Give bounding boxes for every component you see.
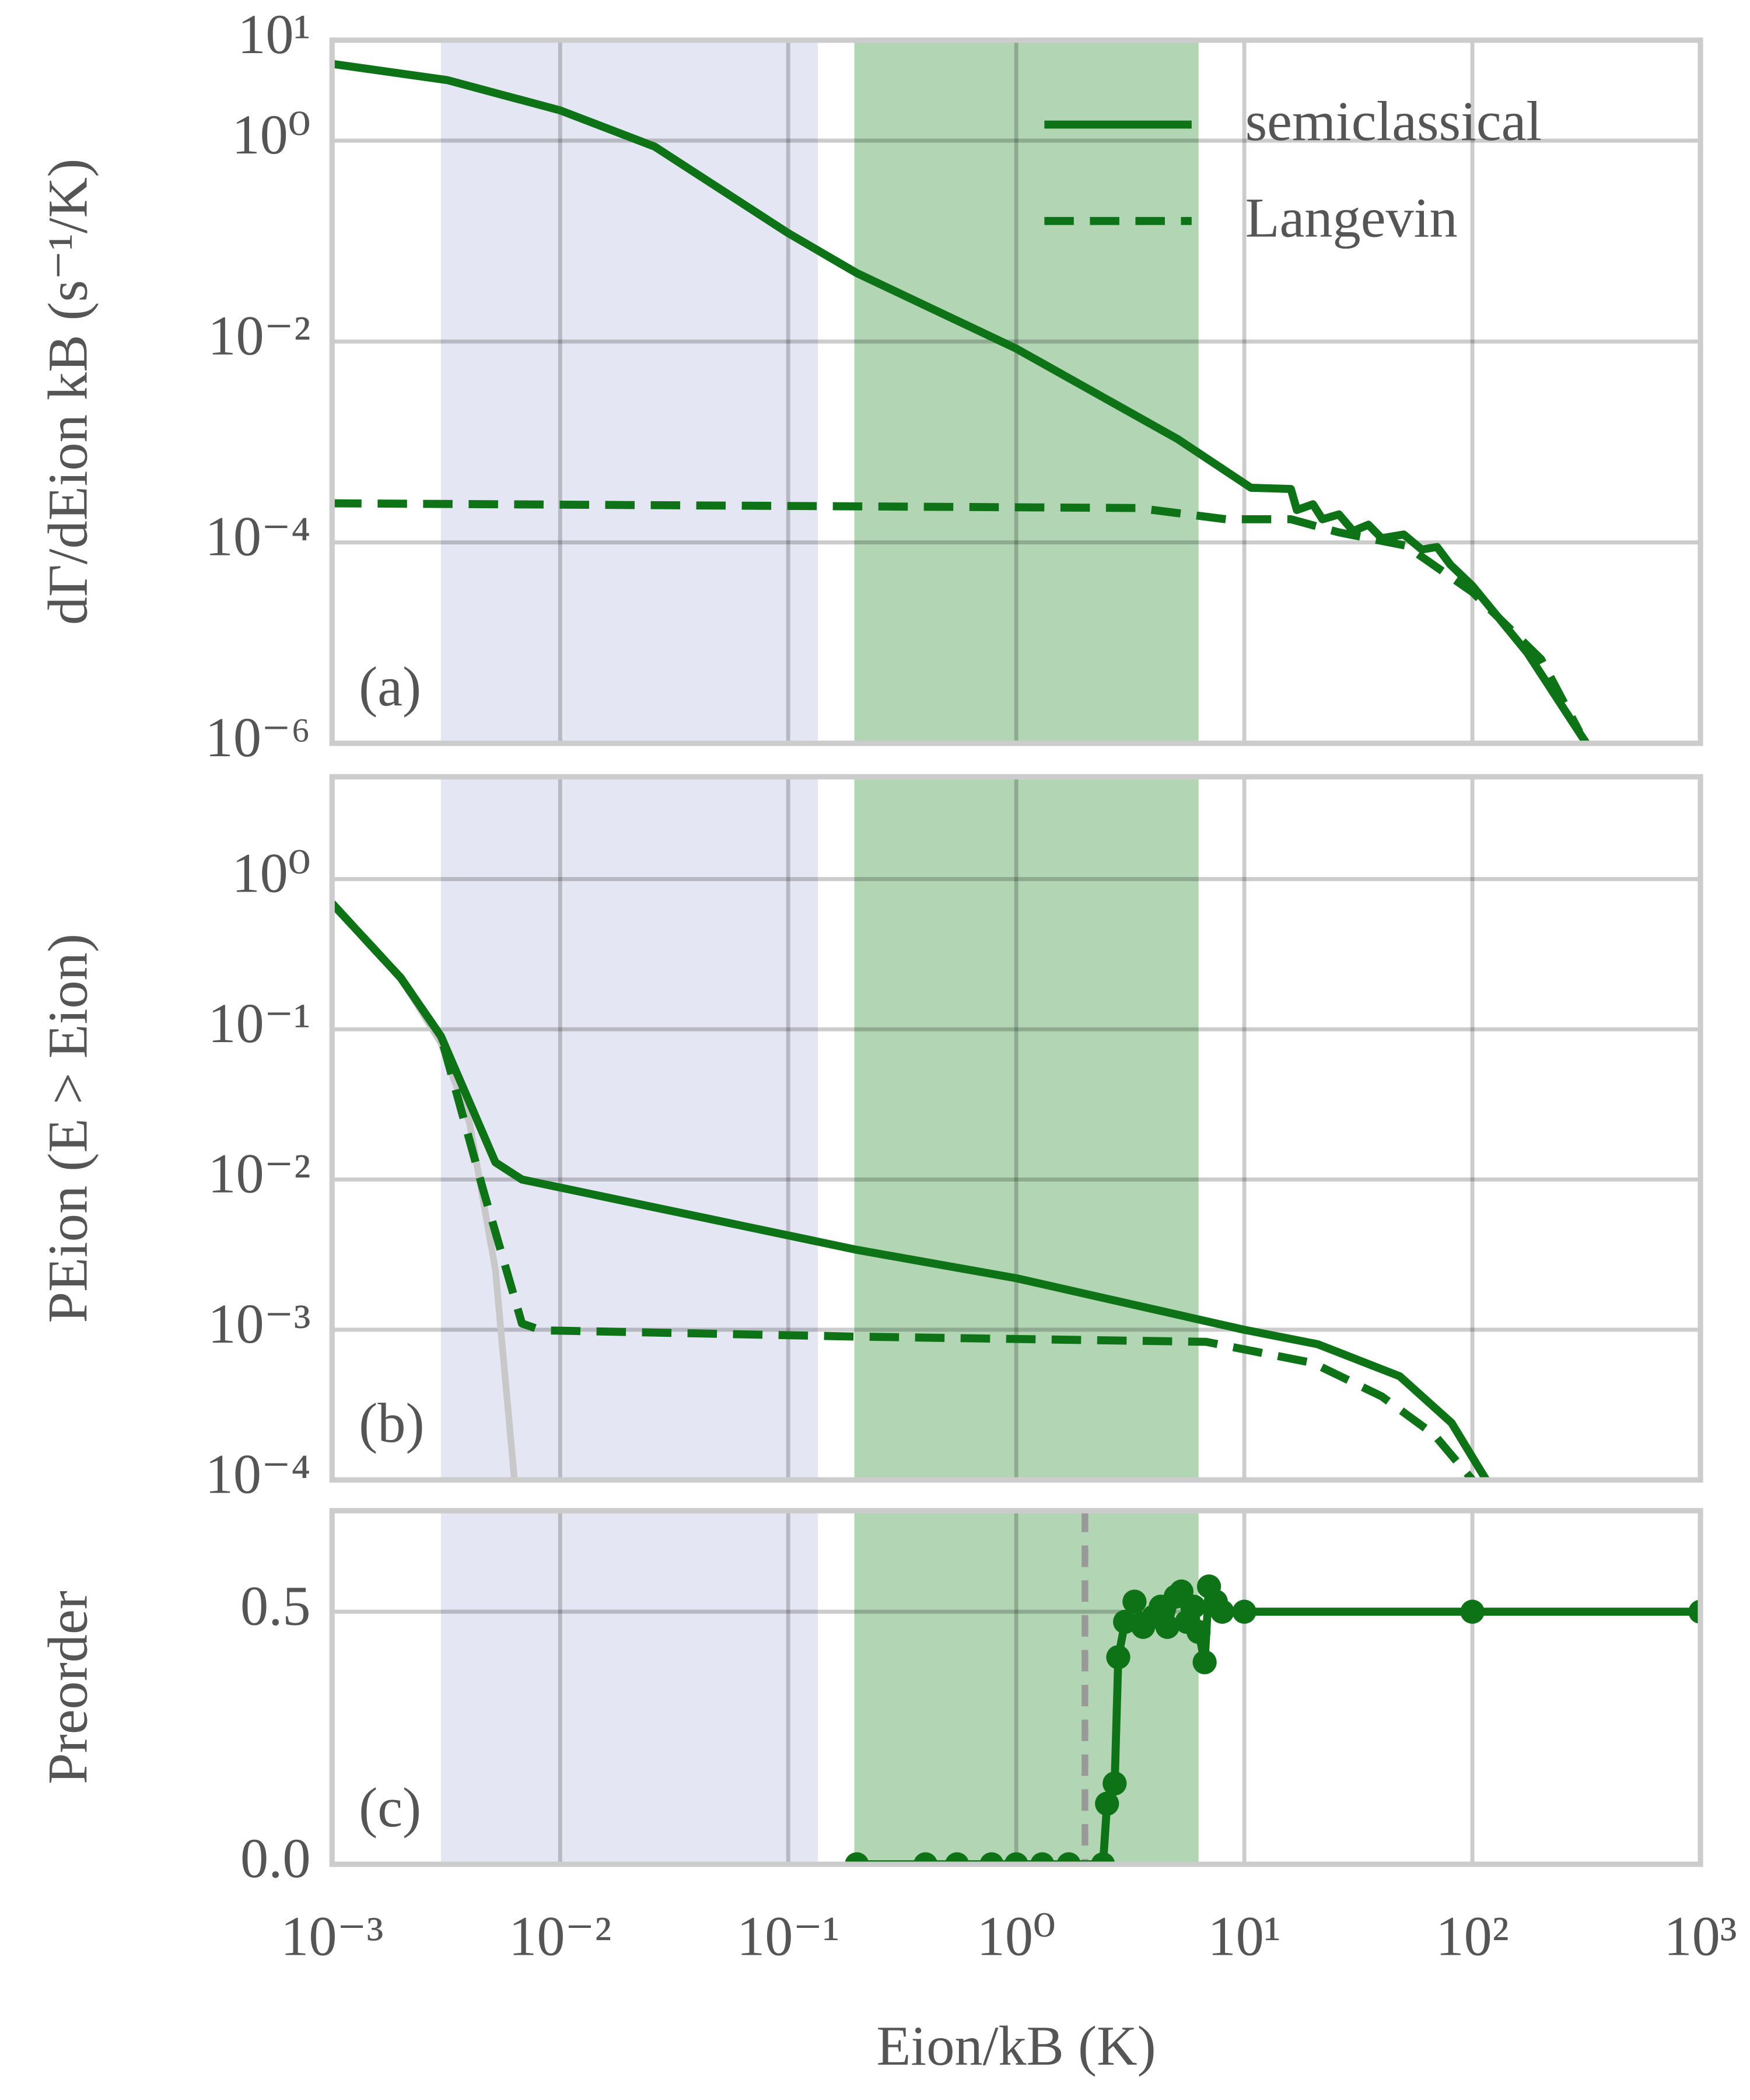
marker	[1210, 1599, 1234, 1624]
series-line	[332, 60, 1590, 743]
y-tick-label: 10⁻⁶	[205, 706, 311, 768]
frame	[329, 37, 1703, 746]
shaded-span	[440, 40, 818, 743]
marker	[1155, 1615, 1180, 1639]
legend-label: semiclassical	[1245, 90, 1542, 152]
plot-area	[332, 40, 1701, 743]
marker	[944, 1852, 970, 1865]
frame	[329, 774, 1703, 1483]
marker	[1186, 1620, 1211, 1644]
series-line	[332, 900, 1476, 1480]
panel-label: (b)	[359, 1392, 424, 1454]
y-tick-label: 0.5	[240, 1574, 311, 1637]
x-tick-label: 10⁻³	[281, 1905, 383, 1967]
marker	[1056, 1852, 1081, 1865]
x-tick-label: 10⁻²	[509, 1905, 611, 1967]
marker	[1091, 1852, 1115, 1865]
frame	[329, 1508, 1703, 1867]
x-tick-label: 10⁻¹	[737, 1905, 839, 1967]
shaded-span	[440, 1511, 818, 1865]
plot-area	[332, 777, 1701, 1480]
marker	[1688, 1599, 1701, 1624]
shaded-span	[440, 777, 818, 1480]
y-tick-label: 10⁻¹	[208, 992, 310, 1054]
y-tick-label: 10⁻²	[208, 304, 310, 366]
y-axis-label: Preorder	[36, 1591, 99, 1784]
shaded-span	[854, 1511, 1199, 1865]
marker	[1460, 1599, 1485, 1624]
marker	[1232, 1599, 1256, 1624]
marker	[845, 1852, 869, 1865]
marker	[1095, 1791, 1119, 1816]
x-tick-label: 10⁰	[977, 1905, 1056, 1967]
marker	[1181, 1594, 1206, 1619]
legend-label: Langevin	[1245, 186, 1458, 249]
marker	[913, 1852, 938, 1865]
marker	[1113, 1609, 1138, 1634]
y-tick-label: 10⁻²	[208, 1142, 310, 1205]
x-tick-label: 10²	[1436, 1905, 1508, 1967]
plot-area	[332, 1511, 1701, 1865]
y-tick-label: 10⁰	[232, 103, 310, 166]
marker	[1192, 1650, 1217, 1675]
shaded-span	[854, 40, 1199, 743]
y-tick-label: 0.0	[240, 1827, 311, 1889]
x-tick-label: 10³	[1664, 1905, 1737, 1967]
y-tick-label: 10¹	[237, 3, 310, 65]
panel-label: (c)	[359, 1776, 421, 1839]
y-tick-label: 10⁻³	[208, 1292, 310, 1355]
y-axis-label: PEion (E > Eion)	[36, 934, 99, 1323]
panel-label: (a)	[359, 655, 421, 718]
y-axis-label: dΓ/dEion kB (s⁻¹/K)	[36, 159, 99, 626]
x-axis-label: Eion/kB (K)	[877, 2014, 1156, 2077]
marker	[1004, 1852, 1028, 1865]
marker	[1106, 1645, 1130, 1669]
marker	[979, 1852, 1004, 1865]
marker	[1030, 1852, 1055, 1865]
y-tick-label: 10⁻⁴	[205, 505, 311, 568]
marker	[1102, 1771, 1127, 1796]
y-tick-label: 10⁰	[232, 842, 310, 904]
y-tick-label: 10⁻⁴	[205, 1442, 311, 1505]
marker	[1122, 1589, 1147, 1614]
series-line	[332, 499, 1583, 734]
shaded-span	[854, 777, 1199, 1480]
x-tick-label: 10¹	[1208, 1905, 1280, 1967]
